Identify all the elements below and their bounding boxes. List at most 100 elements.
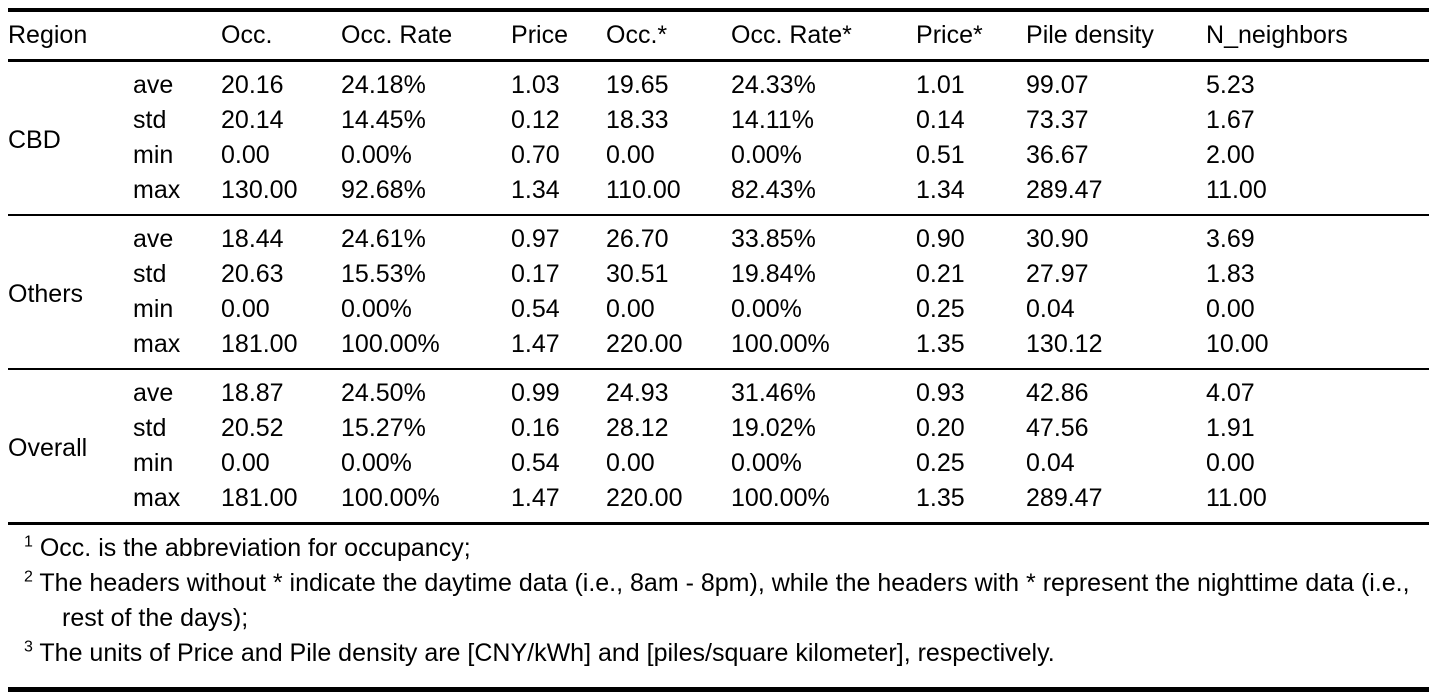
cell: 220.00 xyxy=(606,329,683,358)
cell: 1.34 xyxy=(511,175,560,204)
stat-label: ave xyxy=(133,224,174,253)
section-cbd: CBD ave 20.16 24.18% 1.03 19.65 24.33% 1… xyxy=(8,60,1429,215)
cell: 26.70 xyxy=(606,224,669,253)
footnote-text: The headers without * indicate the dayti… xyxy=(39,568,1410,632)
footnotes: 1 Occ. is the abbreviation for occupancy… xyxy=(8,531,1429,671)
stat-label: std xyxy=(133,105,167,134)
cell: 0.00 xyxy=(221,140,270,169)
footnote-3: 3 The units of Price and Pile density ar… xyxy=(8,636,1429,671)
col-header-n-neighbors: N_neighbors xyxy=(1206,20,1348,49)
col-header-price-night: Price* xyxy=(916,20,983,49)
stat-label: ave xyxy=(133,70,174,99)
cell: 1.35 xyxy=(916,329,965,358)
cell: 100.00% xyxy=(731,483,830,512)
cell: 73.37 xyxy=(1026,105,1089,134)
cell: 0.25 xyxy=(916,448,965,477)
cell: 24.18% xyxy=(341,70,426,99)
cell: 30.90 xyxy=(1026,224,1089,253)
cell: 0.00 xyxy=(1206,448,1255,477)
cell: 24.61% xyxy=(341,224,426,253)
footnote-2: 2 The headers without * indicate the day… xyxy=(8,566,1429,636)
cell: 0.90 xyxy=(916,224,965,253)
stat-label: std xyxy=(133,413,167,442)
cell: 18.87 xyxy=(221,378,284,407)
cell: 15.53% xyxy=(341,259,426,288)
cell: 14.45% xyxy=(341,105,426,134)
cell: 0.54 xyxy=(511,448,560,477)
cell: 100.00% xyxy=(731,329,830,358)
cell: 11.00 xyxy=(1206,175,1267,204)
cell: 100.00% xyxy=(341,483,440,512)
cell: 130.12 xyxy=(1026,329,1103,358)
cell: 3.69 xyxy=(1206,224,1255,253)
footnote-1: 1 Occ. is the abbreviation for occupancy… xyxy=(8,531,1429,566)
cell: 82.43% xyxy=(731,175,816,204)
cell: 1.47 xyxy=(511,483,560,512)
cell: 220.00 xyxy=(606,483,683,512)
cell: 20.14 xyxy=(221,105,284,134)
stat-label: ave xyxy=(133,378,174,407)
table-row: Overall ave 18.87 24.50% 0.99 24.93 31.4… xyxy=(8,369,1429,463)
region-label-cbd: CBD xyxy=(8,126,61,154)
cell: 1.35 xyxy=(916,483,965,512)
cell: 289.47 xyxy=(1026,175,1103,204)
cell: 14.11% xyxy=(731,105,814,134)
table-row: min 0.00 0.00% 0.54 0.00 0.00% 0.25 0.04… xyxy=(8,446,1429,481)
cell: 42.86 xyxy=(1026,378,1089,407)
cell: 18.33 xyxy=(606,105,669,134)
cell: 0.00 xyxy=(1206,294,1255,323)
footnote-text: The units of Price and Pile density are … xyxy=(39,638,1055,667)
section-others: Others ave 18.44 24.61% 0.97 26.70 33.85… xyxy=(8,214,1430,369)
cell: 20.16 xyxy=(221,70,284,99)
cell: 20.63 xyxy=(221,259,284,288)
cell: 0.00% xyxy=(731,448,802,477)
cell: 0.97 xyxy=(511,224,560,253)
section-overall: Overall ave 18.87 24.50% 0.99 24.93 31.4… xyxy=(8,368,1430,524)
cell: 130.00 xyxy=(221,175,298,204)
cell: 99.07 xyxy=(1026,70,1089,99)
footnote-marker: 2 xyxy=(24,568,33,586)
cell: 24.50% xyxy=(341,378,426,407)
cell: 0.14 xyxy=(916,105,965,134)
stat-label: max xyxy=(133,329,181,358)
footnote-marker: 1 xyxy=(24,533,33,551)
table-row: std 20.14 14.45% 0.12 18.33 14.11% 0.14 … xyxy=(8,103,1429,138)
cell: 10.00 xyxy=(1206,329,1269,358)
cell: 0.04 xyxy=(1026,294,1075,323)
cell: 0.16 xyxy=(511,413,560,442)
cell: 0.00 xyxy=(221,294,270,323)
cell: 181.00 xyxy=(221,329,298,358)
cell: 0.20 xyxy=(916,413,965,442)
cell: 0.00 xyxy=(221,448,270,477)
stat-label: min xyxy=(133,140,174,169)
table-row: Others ave 18.44 24.61% 0.97 26.70 33.85… xyxy=(8,215,1429,309)
cell: 0.00 xyxy=(606,294,655,323)
col-header-price: Price xyxy=(511,20,568,49)
cell: 1.83 xyxy=(1206,259,1255,288)
cell: 36.67 xyxy=(1026,140,1089,169)
cell: 31.46% xyxy=(731,378,816,407)
cell: 0.17 xyxy=(511,259,560,288)
cell: 1.03 xyxy=(511,70,560,99)
cell: 0.70 xyxy=(511,140,560,169)
cell: 19.02% xyxy=(731,413,816,442)
col-header-occ-rate: Occ. Rate xyxy=(341,20,453,49)
cell: 1.47 xyxy=(511,329,560,358)
cell: 19.65 xyxy=(606,70,669,99)
table-row: min 0.00 0.00% 0.54 0.00 0.00% 0.25 0.04… xyxy=(8,292,1429,327)
stat-label: max xyxy=(133,483,181,512)
cell: 0.25 xyxy=(916,294,965,323)
stat-label: min xyxy=(133,448,174,477)
cell: 0.00% xyxy=(731,294,802,323)
cell: 20.52 xyxy=(221,413,284,442)
footnote-marker: 3 xyxy=(24,638,33,656)
header-row: Region Occ. Occ. Rate Price Occ.* Occ. R… xyxy=(8,10,1429,60)
cell: 100.00% xyxy=(341,329,440,358)
cell: 47.56 xyxy=(1026,413,1089,442)
cell: 0.00 xyxy=(606,448,655,477)
cell: 18.44 xyxy=(221,224,284,253)
table-row: std 20.63 15.53% 0.17 30.51 19.84% 0.21 … xyxy=(8,257,1429,292)
cell: 33.85% xyxy=(731,224,816,253)
cell: 0.00% xyxy=(731,140,802,169)
